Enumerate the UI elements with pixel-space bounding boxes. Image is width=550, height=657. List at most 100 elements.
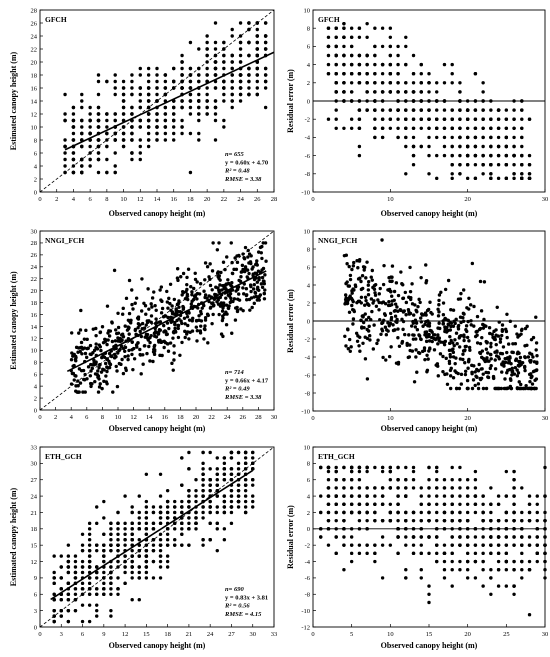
data-point xyxy=(535,543,539,547)
data-point xyxy=(473,176,478,181)
data-point xyxy=(222,66,226,71)
data-point xyxy=(469,303,473,307)
data-point xyxy=(238,99,243,103)
x-axis-label: Observed canopy height (m) xyxy=(381,424,478,433)
data-point xyxy=(109,565,113,569)
data-point xyxy=(88,164,92,168)
data-point xyxy=(454,386,459,391)
y-tick-label: 24 xyxy=(31,493,38,500)
y-tick-label: 24 xyxy=(31,33,38,40)
data-point xyxy=(467,307,471,311)
data-point xyxy=(380,535,385,539)
data-point xyxy=(404,313,408,317)
data-point xyxy=(470,261,475,266)
data-point xyxy=(261,241,265,245)
data-point xyxy=(451,355,456,359)
data-point xyxy=(527,535,532,539)
data-point xyxy=(188,99,193,103)
data-point xyxy=(380,502,385,506)
data-point xyxy=(495,386,500,391)
data-point xyxy=(194,478,198,482)
data-point xyxy=(72,378,76,382)
data-point xyxy=(380,486,385,490)
data-point xyxy=(443,317,447,321)
data-point xyxy=(80,581,85,586)
data-point xyxy=(388,72,393,76)
data-point xyxy=(174,309,178,314)
data-point xyxy=(238,53,243,58)
data-point xyxy=(527,172,532,176)
data-point xyxy=(350,303,354,308)
data-point xyxy=(380,518,385,523)
data-point xyxy=(448,321,452,325)
data-point xyxy=(208,488,212,493)
data-point xyxy=(180,532,184,536)
data-point xyxy=(230,105,234,110)
data-point xyxy=(381,282,386,287)
data-point xyxy=(165,332,169,336)
data-point xyxy=(473,469,478,474)
data-point xyxy=(504,144,509,149)
data-point xyxy=(411,90,416,94)
data-point xyxy=(52,576,56,580)
data-point xyxy=(116,339,121,343)
data-point xyxy=(481,584,485,588)
data-point xyxy=(473,494,478,498)
data-point xyxy=(130,538,134,542)
data-point xyxy=(238,279,243,284)
data-point xyxy=(222,472,227,476)
data-point xyxy=(458,135,462,140)
data-point xyxy=(348,277,353,282)
data-point xyxy=(87,592,92,596)
data-point xyxy=(195,280,199,284)
data-point xyxy=(411,153,416,158)
data-point xyxy=(482,317,486,322)
data-point xyxy=(388,35,393,39)
data-point xyxy=(357,478,362,482)
data-point xyxy=(113,112,117,116)
data-point xyxy=(138,125,142,129)
data-point xyxy=(151,521,156,526)
data-point xyxy=(232,267,236,272)
data-point xyxy=(264,259,268,263)
data-point xyxy=(533,378,537,383)
one-to-one-line xyxy=(40,10,274,192)
data-point xyxy=(389,345,393,349)
data-point xyxy=(357,510,362,515)
data-point xyxy=(357,518,362,523)
data-point xyxy=(393,302,398,306)
x-tick-label: 21 xyxy=(186,631,193,638)
data-point xyxy=(138,105,142,110)
data-point xyxy=(92,363,96,367)
data-point xyxy=(388,62,393,67)
data-point xyxy=(180,86,184,90)
data-point xyxy=(199,309,203,314)
data-point xyxy=(512,584,516,588)
data-point xyxy=(66,570,71,575)
data-point xyxy=(130,73,134,77)
data-point xyxy=(106,366,110,370)
data-point xyxy=(442,502,447,506)
data-point xyxy=(170,311,175,316)
data-point xyxy=(52,554,56,558)
data-point xyxy=(496,355,501,359)
data-point xyxy=(176,278,180,283)
data-point xyxy=(63,151,67,155)
data-point xyxy=(63,118,67,123)
data-point xyxy=(520,486,524,490)
data-point xyxy=(535,510,539,515)
data-point xyxy=(427,72,431,76)
data-point xyxy=(442,518,447,523)
data-point xyxy=(172,344,176,348)
data-point xyxy=(79,340,84,345)
data-point xyxy=(326,26,331,30)
data-point xyxy=(165,289,169,294)
data-point xyxy=(469,323,473,327)
data-point xyxy=(94,326,98,331)
data-point xyxy=(354,331,359,335)
data-point xyxy=(350,298,355,302)
data-point xyxy=(240,263,245,268)
data-point xyxy=(373,90,377,94)
data-point xyxy=(149,302,153,306)
data-point xyxy=(86,365,91,369)
